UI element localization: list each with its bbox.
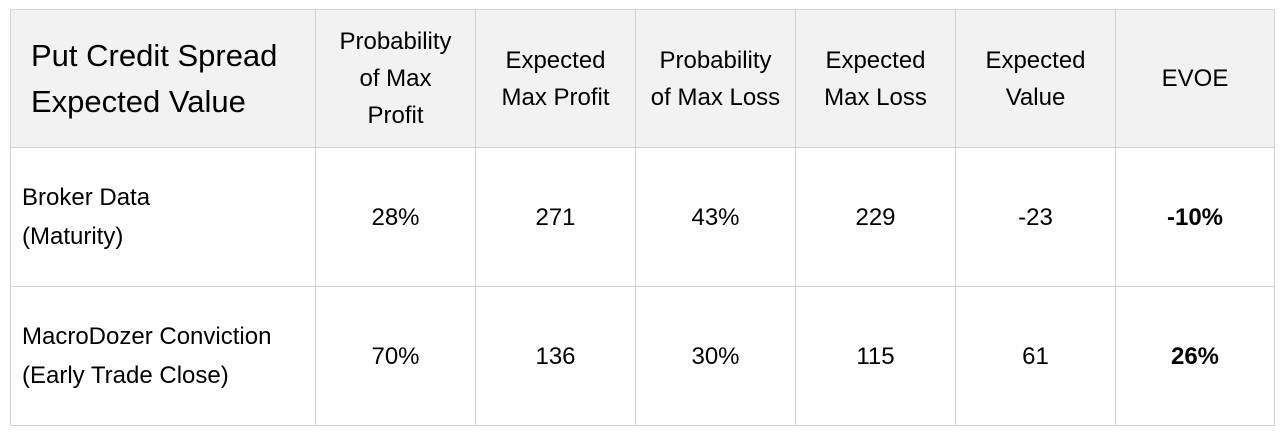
cell-evoe: -10% [1115,147,1275,287]
header-row: Put Credit Spread Expected Value Probabi… [10,9,1275,148]
cell-prob-max-profit: 70% [315,286,476,426]
cell-expected-max-loss: 115 [795,286,956,426]
cell-expected-max-loss: 229 [795,147,956,287]
header-text: Max Loss [824,83,927,111]
table-title: Put Credit Spread Expected Value [10,9,316,148]
cell-prob-max-profit: 28% [315,147,476,287]
table-row-macrodozer: MacroDozer Conviction (Early Trade Close… [10,286,1275,426]
header-text: Max Profit [501,83,610,111]
row-label: MacroDozer Conviction (Early Trade Close… [10,286,316,426]
header-prob-max-profit: Probability of Max Profit [315,9,476,148]
header-text: Probability [339,28,452,55]
header-evoe: EVOE [1115,9,1275,148]
row-label-line-1: Broker Data [22,184,151,211]
table-row-broker-data: Broker Data (Maturity) 28% 271 43% 229 -… [10,147,1275,287]
table-title-line-2: Expected Value [31,83,246,119]
cell-expected-max-profit: 271 [475,147,636,287]
row-label-line-2: (Early Trade Close) [22,362,229,389]
cell-expected-max-profit: 136 [475,286,636,426]
header-text: Expected [825,46,926,74]
header-text: Expected [985,46,1086,74]
header-expected-max-loss: Expected Max Loss [795,9,956,148]
header-expected-max-profit: Expected Max Profit [475,9,636,148]
row-label-line-2: (Maturity) [22,223,124,250]
expected-value-table: Put Credit Spread Expected Value Probabi… [10,9,1275,426]
header-text: Profit [367,102,424,129]
header-text: of Max Loss [650,83,781,111]
header-text: Expected [505,46,606,74]
header-text: Probability [659,46,772,74]
cell-expected-value: 61 [955,286,1116,426]
cell-evoe: 26% [1115,286,1275,426]
header-text: Value [1005,83,1066,111]
header-expected-value: Expected Value [955,9,1116,148]
cell-expected-value: -23 [955,147,1116,287]
table-title-line-1: Put Credit Spread [31,37,278,73]
header-text: of Max [359,65,432,92]
cell-prob-max-loss: 30% [635,286,796,426]
header-prob-max-loss: Probability of Max Loss [635,9,796,148]
header-text: EVOE [1161,65,1229,92]
cell-prob-max-loss: 43% [635,147,796,287]
row-label-line-1: MacroDozer Conviction [22,323,272,350]
row-label: Broker Data (Maturity) [10,147,316,287]
